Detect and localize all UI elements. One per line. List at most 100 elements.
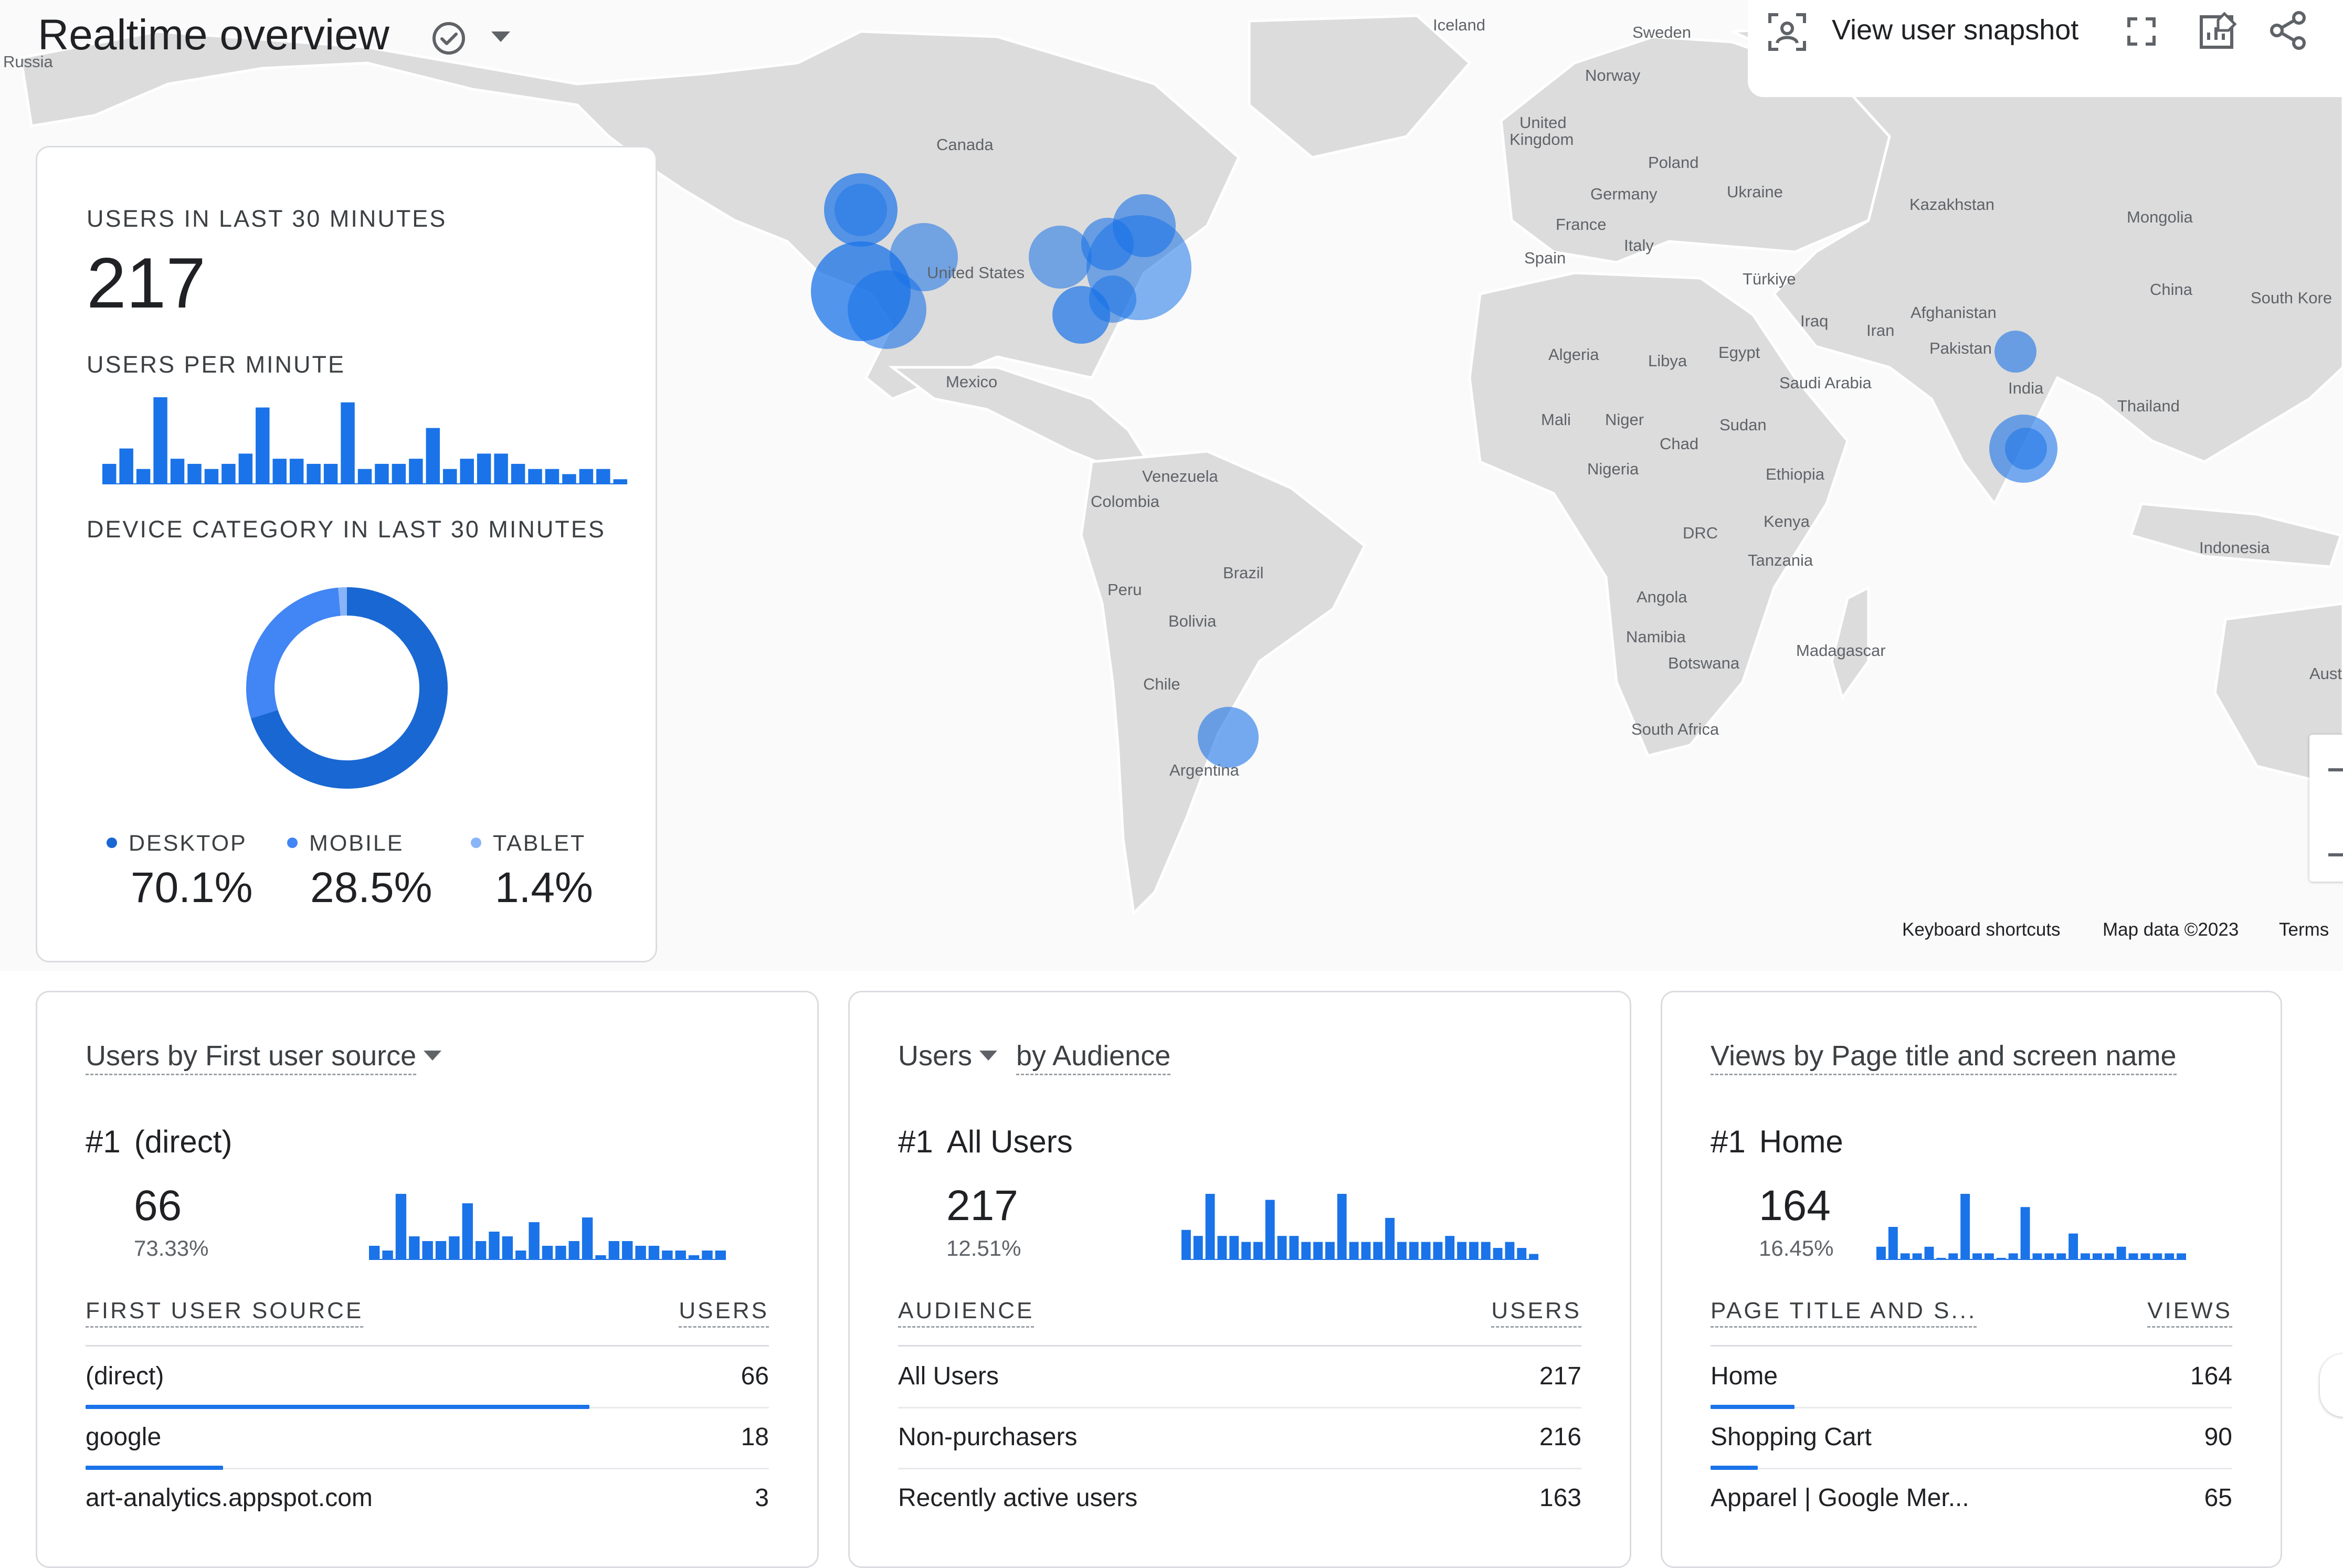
bar <box>1948 1253 1958 1260</box>
bar <box>256 407 270 484</box>
source-metric-header[interactable]: USERS <box>679 1298 769 1328</box>
bar <box>1229 1236 1239 1260</box>
country-label: Botswana <box>1668 654 1740 672</box>
donut-slice-tablet[interactable] <box>338 587 347 616</box>
country-label: Argentina <box>1169 761 1239 779</box>
country-label: Libya <box>1648 352 1687 370</box>
bar <box>1313 1242 1323 1260</box>
bar <box>1900 1253 1910 1260</box>
country-label: Saudi Arabia <box>1779 374 1872 392</box>
map-terms-link[interactable]: Terms <box>2279 919 2329 940</box>
view-user-snapshot-button[interactable]: View user snapshot <box>1832 14 2079 46</box>
bar <box>1984 1253 1994 1260</box>
device-donut-chart[interactable] <box>242 583 452 793</box>
audience-metric-header[interactable]: USERS <box>1491 1298 1581 1328</box>
row-divider <box>898 1407 1581 1408</box>
bar <box>1505 1242 1515 1260</box>
bar <box>392 463 406 484</box>
country-label: Indonesia <box>2199 538 2270 557</box>
side-scroll-handle[interactable] <box>2320 1354 2343 1417</box>
country-label: Egypt <box>1718 343 1760 362</box>
bar <box>596 469 610 484</box>
baseline <box>1181 1259 1538 1260</box>
share-icon[interactable] <box>2267 9 2309 51</box>
table-row-label[interactable]: Apparel | Google Mer... <box>1711 1484 1969 1512</box>
table-row-value: 217 <box>1539 1362 1581 1390</box>
bar <box>422 1241 433 1260</box>
bar <box>136 469 151 484</box>
table-row-label[interactable]: Recently active users <box>898 1484 1138 1512</box>
table-row-label[interactable]: Non-purchasers <box>898 1423 1078 1451</box>
country-label: Pakistan <box>1929 339 1992 357</box>
check-circle-icon[interactable] <box>430 20 467 57</box>
device-category-caption: DEVICE CATEGORY IN LAST 30 MINUTES <box>87 516 606 543</box>
country-label: Iran <box>1866 321 1895 340</box>
audience-dim-header[interactable]: AUDIENCE <box>898 1298 1035 1328</box>
map-keyboard-shortcuts-link[interactable]: Keyboard shortcuts <box>1902 919 2061 940</box>
edit-chart-icon[interactable] <box>2197 9 2239 51</box>
source-card-title[interactable]: Users by First user source <box>86 1040 442 1075</box>
table-row-label[interactable]: google <box>86 1423 162 1451</box>
user-snapshot-icon[interactable] <box>1767 12 1808 52</box>
users-by-audience-card: Users by Audience #1 All Users 217 12.51% … <box>848 991 1631 1568</box>
bar <box>662 1251 673 1260</box>
header-divider <box>1711 1345 2232 1347</box>
bar <box>608 1241 620 1260</box>
desktop-dot-icon <box>107 837 117 848</box>
country-label: Mali <box>1541 410 1571 429</box>
audience-card-title[interactable]: Users by Audience <box>898 1040 1171 1075</box>
caret-down-icon[interactable] <box>979 1051 998 1061</box>
donut-slice-mobile[interactable] <box>246 587 341 719</box>
users-by-source-card: Users by First user source #1 (direct) 66… <box>36 991 819 1568</box>
country-label: Aust <box>2309 664 2342 683</box>
bar <box>2081 1253 2090 1260</box>
views-metric-header[interactable]: VIEWS <box>2147 1298 2232 1328</box>
bar <box>449 1236 460 1260</box>
country-label: Sudan <box>1719 416 1767 434</box>
bar <box>1517 1248 1527 1260</box>
row-share-bar <box>86 1405 589 1409</box>
country-label: Tanzania <box>1748 551 1813 569</box>
bar <box>1373 1242 1383 1260</box>
bar <box>443 469 457 484</box>
country-label: Bolivia <box>1168 612 1217 630</box>
views-dim-header[interactable]: PAGE TITLE AND S... <box>1711 1298 1977 1328</box>
map-zoom-control[interactable] <box>2309 735 2343 882</box>
audience-top-value: 217 <box>946 1182 1018 1230</box>
fullscreen-icon[interactable] <box>2126 16 2157 47</box>
bar <box>1529 1254 1538 1260</box>
row-divider <box>898 1468 1581 1469</box>
table-row-label[interactable]: Shopping Cart <box>1711 1423 1872 1451</box>
table-row-label[interactable]: (direct) <box>86 1362 164 1390</box>
table-row-label[interactable]: Home <box>1711 1362 1778 1390</box>
bar <box>426 428 440 484</box>
zoom-in-icon[interactable] <box>2328 768 2343 771</box>
table-row-label[interactable]: art-analytics.appspot.com <box>86 1484 373 1512</box>
source-dim-header[interactable]: FIRST USER SOURCE <box>86 1298 364 1328</box>
caret-down-icon[interactable] <box>424 1051 442 1061</box>
bar <box>1337 1194 1347 1260</box>
country-label: Sweden <box>1632 23 1692 41</box>
table-row-label[interactable]: All Users <box>898 1362 999 1390</box>
bar <box>341 402 355 484</box>
table-row-value: 66 <box>741 1362 769 1390</box>
views-top-percent: 16.45% <box>1759 1236 1834 1260</box>
tablet-share-value: 1.4% <box>495 864 593 912</box>
bar <box>1433 1242 1443 1260</box>
bar <box>1217 1236 1227 1260</box>
donut-slice-desktop[interactable] <box>251 587 448 789</box>
bar <box>2020 1207 2030 1260</box>
source-sparkline <box>369 1194 726 1260</box>
country-label: Peru <box>1107 580 1142 599</box>
bar <box>1876 1246 1886 1260</box>
source-top-value: 66 <box>134 1182 182 1230</box>
users-per-minute-chart[interactable] <box>102 395 627 484</box>
caret-down-icon[interactable] <box>491 31 510 42</box>
country-label: United <box>1519 113 1567 132</box>
bar <box>2116 1246 2126 1260</box>
country-label: Namibia <box>1626 628 1686 646</box>
bar <box>528 469 542 484</box>
zoom-out-icon[interactable] <box>2328 853 2343 856</box>
bar <box>435 1241 447 1260</box>
views-card-title[interactable]: Views by Page title and screen name <box>1711 1040 2177 1075</box>
